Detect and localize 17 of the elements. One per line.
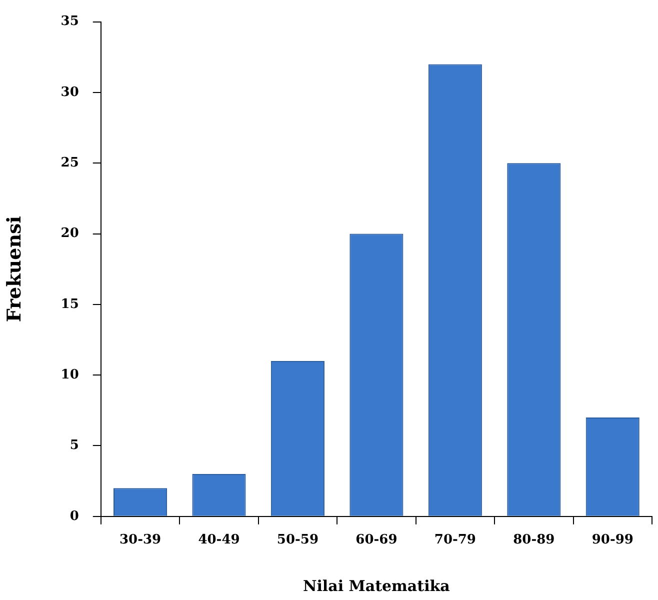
x-tick-label: 40-49 xyxy=(198,532,240,548)
y-tick-label: 25 xyxy=(60,155,79,170)
x-tick-label: 50-59 xyxy=(276,532,319,548)
y-tick-label: 0 xyxy=(70,508,79,524)
x-tick-label: 30-39 xyxy=(119,532,162,548)
x-tick-label: 60-69 xyxy=(356,532,398,548)
y-tick-label: 30 xyxy=(60,84,79,100)
x-tick-label: 90-99 xyxy=(592,532,634,548)
y-tick-label: 5 xyxy=(70,438,79,454)
y-tick-label: 35 xyxy=(60,14,79,30)
y-tick-label: 15 xyxy=(60,296,79,312)
y-tick-label: 20 xyxy=(60,226,79,242)
x-axis-title: Nilai Matematika xyxy=(303,576,450,595)
y-tick-label: 10 xyxy=(60,367,79,382)
x-tick-label: 80-89 xyxy=(513,532,555,548)
y-axis-title: Frekuensi xyxy=(3,216,26,322)
x-tick-label: 70-79 xyxy=(434,532,476,548)
